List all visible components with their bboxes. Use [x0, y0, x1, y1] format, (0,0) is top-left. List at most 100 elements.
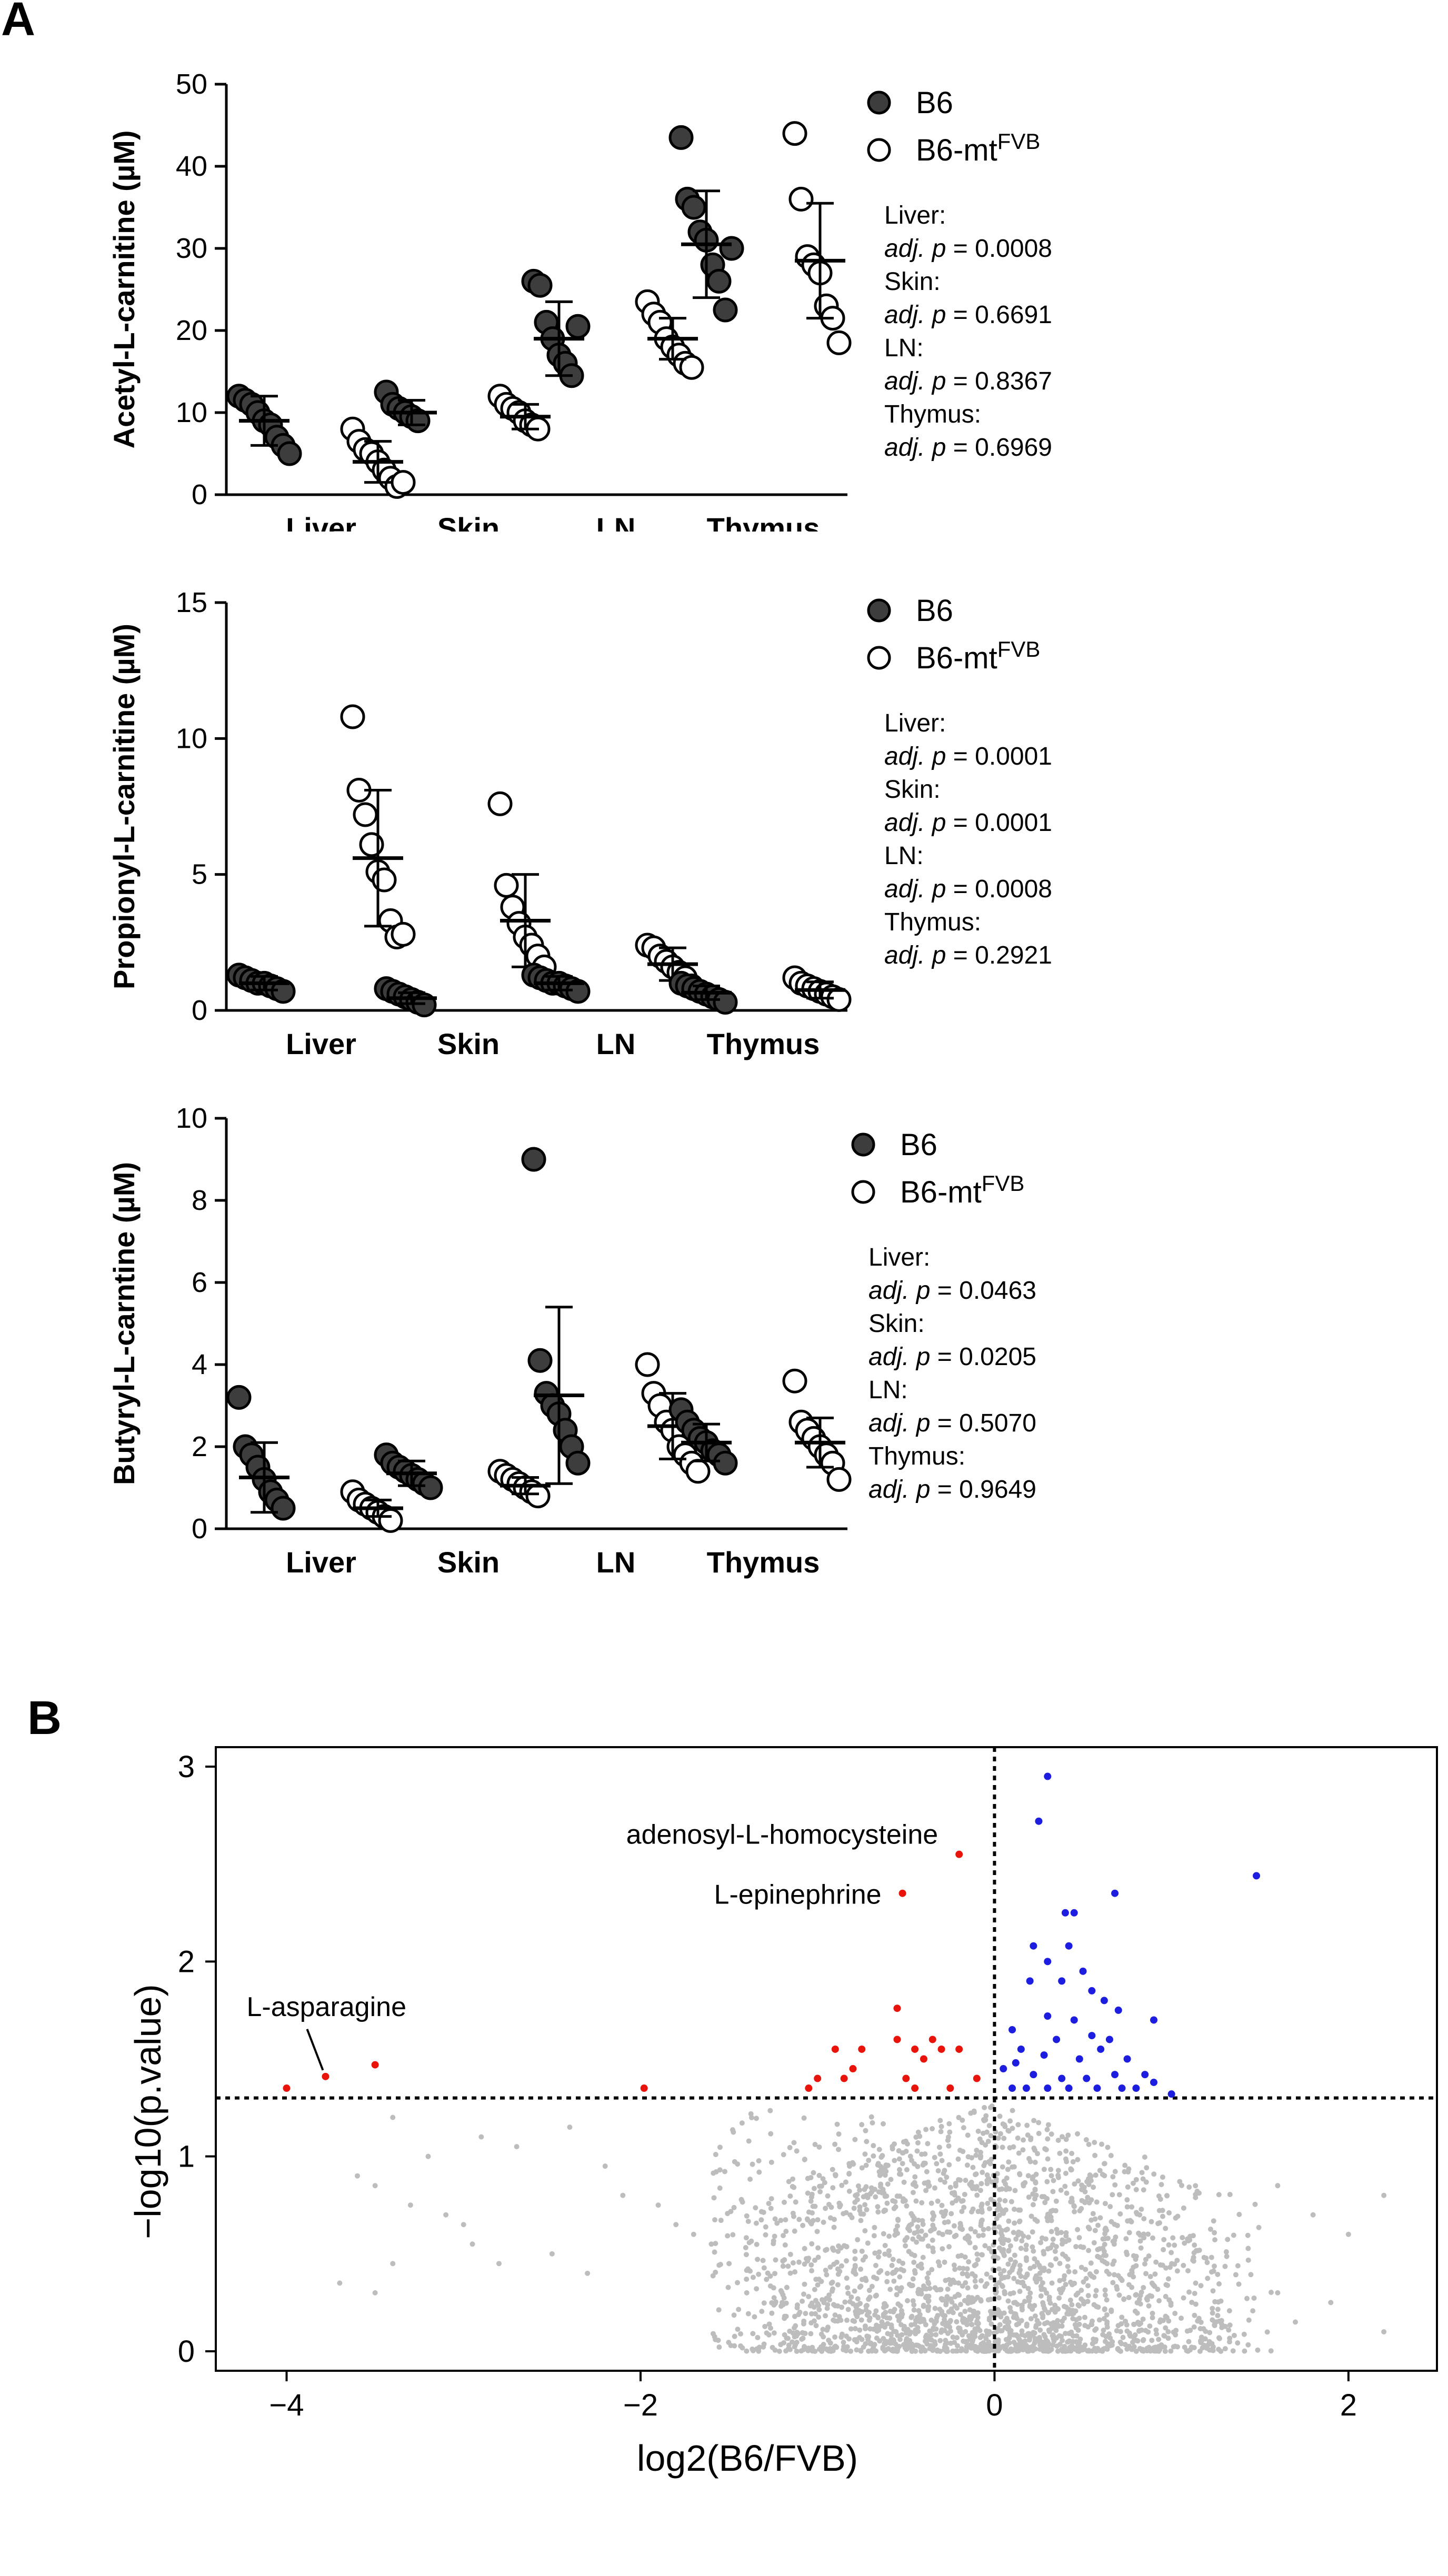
ns-point [1104, 2228, 1110, 2233]
ns-point [798, 2348, 804, 2354]
ns-point [1012, 2207, 1017, 2212]
ns-point [797, 2309, 803, 2315]
ns-point [815, 2217, 821, 2223]
ns-point [808, 2331, 814, 2337]
ns-point [776, 2348, 782, 2354]
ns-point [1030, 2176, 1035, 2182]
ns-point [1093, 2172, 1099, 2178]
x-tick-label: −2 [623, 2388, 658, 2422]
ns-point [938, 2209, 944, 2215]
ns-point [800, 2298, 805, 2304]
ns-point [1032, 2313, 1038, 2319]
ns-point [1381, 2192, 1387, 2198]
ns-point [1032, 2159, 1038, 2165]
x-category-label: Liver [286, 1546, 356, 1579]
b6-data-point [565, 1450, 591, 1476]
ns-point [896, 2156, 902, 2162]
ns-point [801, 2291, 806, 2297]
ns-point [937, 2118, 943, 2123]
ns-point [1185, 2268, 1191, 2273]
ns-point [1048, 2214, 1054, 2220]
ns-point [1157, 2196, 1163, 2202]
ns-point [1216, 2281, 1222, 2287]
ns-point [984, 2181, 990, 2187]
ns-point [390, 2114, 396, 2120]
ns-point [973, 2348, 978, 2353]
ns-point [1191, 2345, 1197, 2351]
ns-point [1133, 2348, 1139, 2354]
ns-point [846, 2171, 852, 2177]
ns-point [1027, 2159, 1033, 2164]
ns-point [934, 2287, 940, 2293]
ns-point [901, 2179, 907, 2185]
ns-point [1197, 2326, 1203, 2331]
ns-point [1129, 2268, 1135, 2273]
stats-tissue-label: Thymus: [884, 400, 981, 428]
ns-point [1160, 2262, 1165, 2268]
b6-data-point [521, 1147, 546, 1172]
ns-point [1086, 2141, 1092, 2147]
ns-point [1241, 2331, 1247, 2337]
stats-p-value: = 0.0008 [946, 235, 1052, 263]
ns-point [793, 2323, 798, 2329]
ns-point [830, 2185, 836, 2191]
legend-b6-marker [867, 91, 891, 115]
ns-point [944, 2348, 950, 2354]
ns-point [823, 2206, 828, 2211]
ns-point [947, 2318, 953, 2323]
ns-point [863, 2341, 868, 2347]
stats-adj-text: adj. [884, 743, 932, 770]
ns-point [1275, 2290, 1281, 2296]
ns-point [1104, 2261, 1110, 2267]
ns-point [470, 2241, 475, 2247]
ns-point [972, 2278, 978, 2284]
ns-point [1058, 2187, 1064, 2193]
ns-point [1055, 2172, 1061, 2178]
ns-point [871, 2143, 876, 2149]
ns-point [971, 2109, 977, 2115]
legend-b6mt-superscript: FVB [982, 1171, 1025, 1196]
ns-point [1119, 2314, 1125, 2320]
y-tick-label: 8 [192, 1185, 207, 1216]
ns-point [876, 2254, 882, 2260]
stats-p-text: p [915, 1409, 931, 1437]
ns-point [1000, 2164, 1005, 2170]
ns-point [1072, 2181, 1077, 2187]
ns-point [891, 2338, 897, 2343]
up-regulated-point [1053, 2036, 1061, 2043]
ns-point [915, 2163, 921, 2169]
ns-point [750, 2348, 756, 2353]
ns-point [1088, 2260, 1094, 2266]
ns-point [876, 2249, 882, 2255]
ns-point [816, 2277, 822, 2282]
ns-point [803, 2311, 808, 2317]
ns-point [1003, 2207, 1008, 2213]
ns-point [1072, 2345, 1077, 2351]
ns-point [1175, 2213, 1181, 2219]
ns-point [804, 2216, 810, 2222]
ns-point [821, 2298, 827, 2303]
ns-point [753, 2205, 758, 2211]
ns-point [984, 2281, 990, 2287]
ns-point [1047, 2262, 1053, 2268]
up-regulated-point [1097, 2045, 1105, 2053]
ns-point [1102, 2173, 1107, 2179]
ns-point [1090, 2341, 1095, 2347]
ns-point [981, 2163, 987, 2169]
ns-point [1172, 2261, 1177, 2267]
ns-point [782, 2316, 787, 2321]
up-regulated-point [1088, 1987, 1096, 1994]
ns-point [912, 2321, 917, 2327]
ns-point [867, 2341, 873, 2347]
ns-point [1091, 2184, 1096, 2190]
up-regulated-point [1083, 2074, 1091, 2082]
ns-point [984, 2328, 990, 2334]
ns-point [984, 2172, 990, 2178]
ns-point [954, 2343, 960, 2349]
ns-point [934, 2347, 940, 2353]
ns-point [962, 2191, 967, 2197]
ns-point [871, 2153, 876, 2159]
ns-point [951, 2262, 957, 2268]
ns-point [1026, 2337, 1032, 2343]
ns-point [756, 2158, 762, 2163]
